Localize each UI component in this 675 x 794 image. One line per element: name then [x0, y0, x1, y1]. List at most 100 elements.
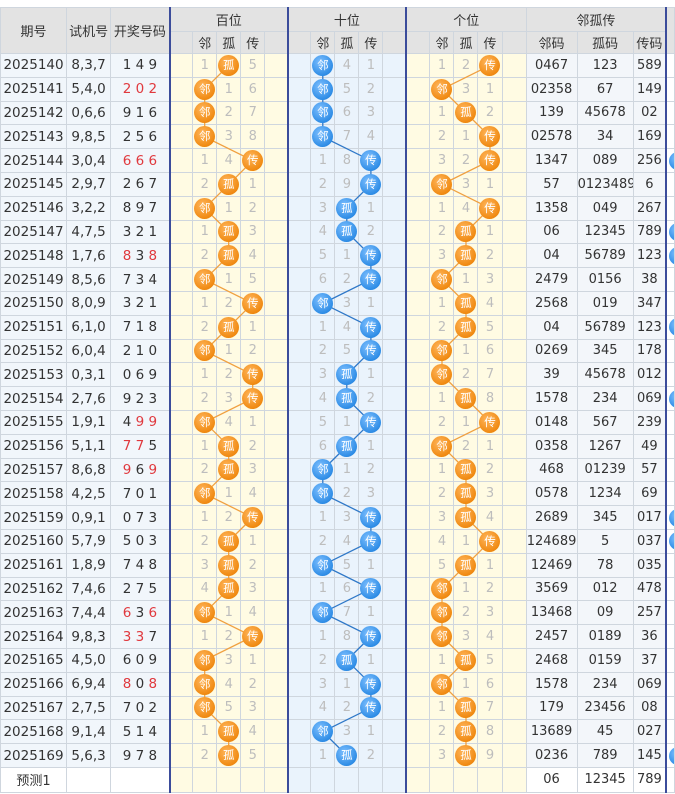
- test-number-cell: 1,7,6: [66, 243, 112, 269]
- trend-cell: [382, 409, 407, 435]
- miss-count: 1: [216, 481, 242, 507]
- trend-cell: 邻: [429, 624, 455, 649]
- table-row: 2025152 6,0,4 2 1 0 邻 1 2 2 5 传邻 1 6 0269 345 178: [0, 338, 675, 364]
- pass-ball-icon: 传: [360, 578, 382, 600]
- trend-cell: 孤: [334, 362, 360, 388]
- miss-count: 2: [477, 100, 503, 126]
- period-cell: 2025141: [0, 76, 68, 102]
- trend-cell: 邻: [429, 600, 455, 626]
- trend-cell: [286, 290, 312, 316]
- period-cell: 2025142: [0, 100, 68, 126]
- miss-count: 3: [429, 148, 455, 173]
- miss-count: 1: [192, 219, 218, 245]
- period-cell: 2025166: [0, 671, 68, 697]
- period-cell: 2025158: [0, 481, 68, 507]
- subheader-blank: [264, 31, 289, 54]
- pass-code-cell: 257: [632, 600, 667, 626]
- trend-cell: [404, 743, 431, 768]
- neighbor-code-cell: 468: [525, 457, 578, 483]
- trend-cell: [264, 53, 289, 78]
- extra-cell: [665, 219, 675, 245]
- lonely-code-cell: 0159: [576, 647, 634, 673]
- lonely-ball-icon: 孤: [218, 554, 240, 576]
- prediction-trend-cell: [477, 766, 503, 793]
- lonely-code-cell: 789: [576, 743, 634, 768]
- table-row: 2025153 0,3,1 0 6 9 1 2 传 3 孤 1 邻 2 7 39 45678 012: [0, 362, 675, 388]
- lonely-ball-icon: 孤: [455, 388, 477, 410]
- extra-cell: [665, 243, 675, 269]
- lonely-code-cell: 12345: [576, 219, 634, 245]
- trend-cell: 邻: [429, 576, 455, 602]
- trend-cell: [168, 290, 194, 316]
- miss-count: 1: [477, 76, 503, 102]
- neighbor-ball-icon: 邻: [312, 54, 334, 76]
- miss-count: 1: [192, 362, 218, 388]
- draw-number-cell: 7 4 8: [110, 552, 171, 578]
- pass-code-cell: 08: [632, 695, 667, 721]
- trend-cell: [501, 576, 527, 602]
- draw-digit: 0: [135, 676, 145, 693]
- extra-cell: [665, 505, 675, 530]
- miss-count: 2: [240, 338, 266, 364]
- trend-cell: [286, 481, 312, 507]
- pass-ball-icon: 传: [360, 626, 382, 648]
- neighbor-code-cell: 0358: [525, 433, 578, 459]
- miss-count: 1: [429, 457, 455, 483]
- ball-icon: [669, 246, 674, 265]
- pass-code-cell: 239: [632, 409, 667, 435]
- trend-cell: 孤: [216, 219, 242, 245]
- neighbor-ball-icon: 邻: [194, 483, 216, 505]
- neighbor-ball-icon: 邻: [431, 578, 453, 600]
- pass-code-cell: 035: [632, 552, 667, 578]
- trend-cell: 传: [240, 362, 266, 388]
- trend-cell: 邻: [192, 481, 218, 507]
- lonely-ball-icon: 孤: [218, 745, 240, 766]
- trend-cell: [382, 338, 407, 364]
- trend-cell: [264, 743, 289, 768]
- draw-digit: 1: [148, 485, 158, 502]
- lonely-code-cell: 78: [576, 552, 634, 578]
- prediction-neighbor-code: 06: [525, 766, 578, 793]
- trend-cell: 邻: [310, 100, 336, 126]
- lonely-code-cell: 089: [576, 148, 634, 173]
- header-draw-number: 开奖号码: [110, 7, 171, 54]
- draw-digit: 0: [135, 652, 145, 669]
- neighbor-code-cell: 0578: [525, 481, 578, 507]
- header-hundreds: 百位: [168, 7, 289, 32]
- miss-count: 2: [453, 433, 479, 459]
- trend-cell: [404, 148, 431, 173]
- neighbor-ball-icon: 邻: [312, 554, 334, 576]
- trend-cell: [404, 243, 431, 269]
- trend-cell: 孤: [453, 457, 479, 483]
- miss-count: 4: [240, 719, 266, 745]
- trend-cell: [501, 338, 527, 364]
- draw-digit: 7: [135, 747, 145, 764]
- prediction-trend-cell: [429, 766, 455, 793]
- trend-cell: [286, 171, 312, 197]
- miss-count: 2: [358, 743, 384, 768]
- lonely-code-cell: 56789: [576, 243, 634, 269]
- lonely-code-cell: 0156: [576, 267, 634, 292]
- trend-cell: 孤: [453, 743, 479, 768]
- miss-count: 8: [334, 148, 360, 173]
- trend-cell: [501, 600, 527, 626]
- miss-count: 1: [240, 647, 266, 673]
- test-number-cell: 4,2,5: [66, 481, 112, 507]
- trend-cell: [501, 148, 527, 173]
- neighbor-ball-icon: 邻: [194, 197, 216, 219]
- neighbor-code-cell: 2479: [525, 267, 578, 292]
- miss-count: 1: [192, 53, 218, 78]
- subheader-pass: 传: [477, 31, 503, 54]
- miss-count: 6: [334, 100, 360, 126]
- miss-count: 3: [216, 647, 242, 673]
- subheader-code-2: 传码: [632, 31, 667, 54]
- extra-cell: [665, 314, 675, 340]
- lonely-code-cell: 1267: [576, 433, 634, 459]
- period-cell: 2025165: [0, 647, 68, 673]
- trend-cell: [286, 338, 312, 364]
- miss-count: 1: [240, 409, 266, 435]
- draw-digit: 9: [122, 461, 132, 478]
- neighbor-ball-icon: 邻: [312, 602, 334, 624]
- miss-count: 1: [429, 695, 455, 721]
- period-cell: 2025144: [0, 148, 68, 173]
